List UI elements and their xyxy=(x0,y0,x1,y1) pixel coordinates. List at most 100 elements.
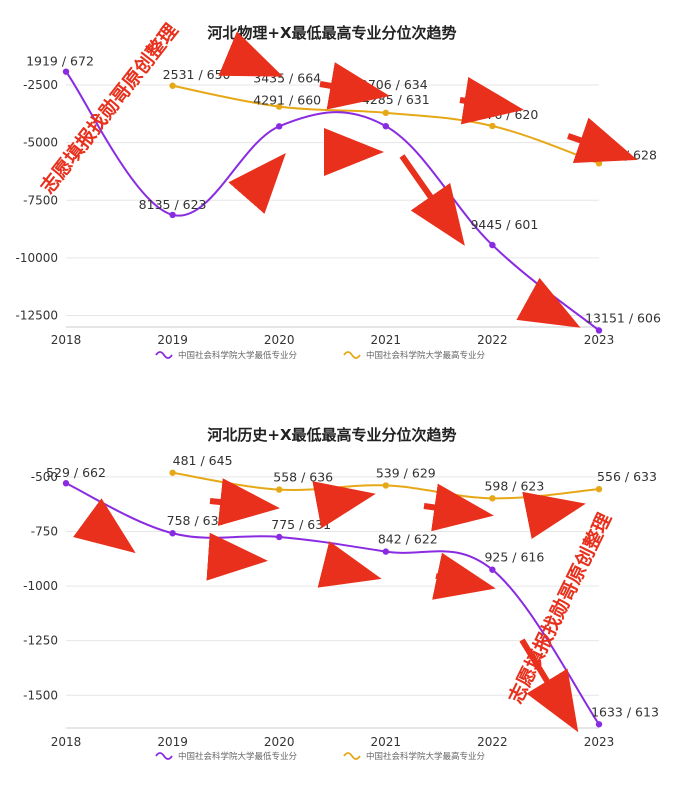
x-tick-label: 2020 xyxy=(264,735,295,749)
data-label: 529 / 662 xyxy=(46,465,106,480)
data-label: 481 / 645 xyxy=(173,453,233,468)
legend: 中国社会科学院大学最低专业分 中国社会科学院大学最高专业分 xyxy=(155,751,486,762)
y-tick-label: -5000 xyxy=(23,136,58,150)
arrow xyxy=(423,483,494,532)
y-tick-label: -10000 xyxy=(15,251,58,265)
arrow xyxy=(312,481,376,529)
legend-max-label: 中国社会科学院大学最高专业分 xyxy=(366,751,486,762)
data-point xyxy=(489,495,496,502)
y-tick-label: -7500 xyxy=(23,193,58,207)
y-tick-label: -500 xyxy=(31,470,58,484)
annotation-arrows xyxy=(73,478,586,733)
axes: -500 -750 -1000 -1250 -1500 2018 2019 2020 2021 2… xyxy=(23,470,614,749)
x-tick-label: 2018 xyxy=(51,333,82,347)
chart-title: 河北历史+X最低最高专业分位次趋势 xyxy=(207,426,456,444)
legend-min-swatch xyxy=(155,351,173,359)
legend-min-label: 中国社会科学院大学最低专业分 xyxy=(178,751,298,762)
y-tick-label: -2500 xyxy=(23,78,58,92)
arrow xyxy=(206,532,268,581)
watermark: 志愿填报找勋哥原创整理 xyxy=(36,19,183,198)
data-point xyxy=(382,122,389,130)
data-point xyxy=(595,327,603,334)
x-tick-label: 2022 xyxy=(477,735,508,749)
data-point xyxy=(276,123,283,130)
grid xyxy=(66,476,599,696)
x-tick-label: 2023 xyxy=(584,735,615,749)
data-label: 775 / 631 xyxy=(271,517,331,532)
data-point xyxy=(169,530,176,537)
data-point xyxy=(489,122,496,130)
data-point xyxy=(62,480,70,487)
x-tick-label: 2020 xyxy=(264,333,295,347)
chart-history: 河北历史+X最低最高专业分位次趋势 -500 -750 -1000 -1250 -150… xyxy=(23,426,659,762)
legend-min-swatch xyxy=(155,752,173,760)
arrow xyxy=(209,478,280,526)
data-point xyxy=(62,68,70,75)
legend-min-label: 中国社会科学院大学最低专业分 xyxy=(178,350,298,361)
data-point xyxy=(489,566,496,573)
data-label: 4291 / 660 xyxy=(253,92,321,107)
x-tick-label: 2022 xyxy=(477,333,508,347)
data-label: 842 / 622 xyxy=(378,532,438,547)
data-label: 925 / 616 xyxy=(484,550,544,565)
legend-max-swatch xyxy=(343,351,361,359)
y-tick-label: -1500 xyxy=(23,688,58,702)
arrow xyxy=(519,638,579,733)
arrow xyxy=(432,552,496,600)
arrow xyxy=(218,31,284,77)
series-group xyxy=(62,68,603,334)
data-label: 2531 / 650 xyxy=(163,67,231,82)
data-label: 8135 / 623 xyxy=(139,197,207,212)
data-point xyxy=(595,485,603,493)
annotation-arrows xyxy=(218,31,638,328)
data-label: 558 / 636 xyxy=(273,470,333,485)
data-point xyxy=(595,721,603,728)
data-label: 13151 / 606 xyxy=(585,310,661,325)
x-tick-label: 2021 xyxy=(371,735,402,749)
x-tick-label: 2019 xyxy=(157,333,188,347)
x-tick-label: 2019 xyxy=(157,735,188,749)
data-label: 1919 / 672 xyxy=(26,54,94,69)
data-point xyxy=(169,211,176,219)
x-tick-label: 2021 xyxy=(371,333,402,347)
arrow xyxy=(567,117,638,164)
arrow xyxy=(399,154,465,246)
chart-physics: 河北物理+X最低最高专业分位次趋势 -2500-5000-7500-10000-… xyxy=(15,19,660,361)
data-label: 3706 / 634 xyxy=(360,77,428,92)
data-label: 758 / 637 xyxy=(167,513,227,528)
data-point xyxy=(382,548,389,555)
data-point xyxy=(276,533,283,541)
y-tick-label: -1250 xyxy=(23,634,58,648)
data-point xyxy=(382,482,389,489)
data-labels: 481 / 645 558 / 636 539 / 629 598 / 623 556 … xyxy=(46,453,659,720)
data-label: 3435 / 664 xyxy=(253,71,321,86)
data-point xyxy=(276,103,283,110)
chart-title: 河北物理+X最低最高专业分位次趋势 xyxy=(207,24,456,42)
data-point xyxy=(169,469,176,476)
data-label: 9445 / 601 xyxy=(470,217,538,232)
arrow xyxy=(228,152,286,214)
series-line-min xyxy=(65,71,600,332)
watermark: 志愿填报找勋哥原创整理 xyxy=(504,509,616,707)
arrow xyxy=(319,62,390,110)
legend-max-label: 中国社会科学院大学最高专业分 xyxy=(366,350,486,361)
arrow xyxy=(317,541,382,588)
x-tick-label: 2018 xyxy=(51,735,82,749)
arrow xyxy=(459,76,524,125)
data-label: 556 / 633 xyxy=(597,469,657,484)
y-tick-label: -750 xyxy=(31,525,58,539)
data-point xyxy=(169,82,176,89)
legend: 中国社会科学院大学最低专业分 中国社会科学院大学最高专业分 xyxy=(155,350,486,361)
y-tick-label: -12500 xyxy=(15,308,58,322)
legend-max-swatch xyxy=(343,752,361,760)
data-label: 539 / 629 xyxy=(376,465,436,480)
x-tick-label: 2023 xyxy=(584,333,615,347)
arrow xyxy=(73,498,136,554)
axes: -2500 -5000 -7500 -10000 -12500 2018 2019 2020 2… xyxy=(15,78,614,347)
arrow xyxy=(516,277,581,328)
data-label: 598 / 623 xyxy=(484,478,544,493)
data-point xyxy=(489,241,496,249)
data-label: 1633 / 613 xyxy=(591,704,659,719)
data-point xyxy=(382,109,389,117)
